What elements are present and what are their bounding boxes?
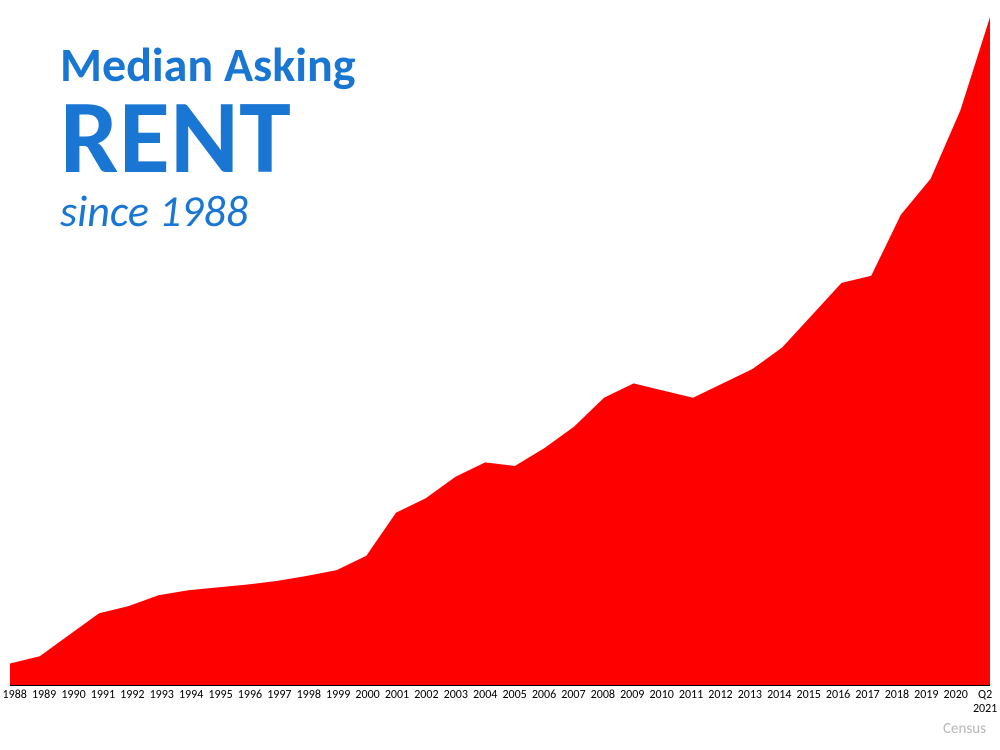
x-tick-label: 2008 — [588, 689, 617, 717]
x-axis-labels: 1988198919901991199219931994199519961997… — [0, 689, 1000, 717]
x-tick-label: 2006 — [529, 689, 558, 717]
x-tick-label: 2010 — [647, 689, 676, 717]
x-tick-label: 2018 — [882, 689, 911, 717]
x-tick-label: 2002 — [412, 689, 441, 717]
x-tick-label: 2016 — [823, 689, 852, 717]
x-tick-label: 2011 — [676, 689, 705, 717]
x-tick-label: 1995 — [206, 689, 235, 717]
x-tick-label: 2019 — [912, 689, 941, 717]
x-tick-label: 1991 — [88, 689, 117, 717]
x-tick-label: 1992 — [118, 689, 147, 717]
x-tick-label: 1999 — [323, 689, 352, 717]
x-tick-label: 2015 — [794, 689, 823, 717]
x-tick-label: 2014 — [765, 689, 794, 717]
title-line-2: RENT — [60, 82, 356, 191]
title-line-3: since 1988 — [60, 188, 356, 234]
x-tick-label: 1989 — [29, 689, 58, 717]
x-tick-label: 1990 — [59, 689, 88, 717]
x-tick-label: 2007 — [559, 689, 588, 717]
x-tick-label: 1993 — [147, 689, 176, 717]
x-tick-label: Q2 2021 — [970, 689, 999, 717]
x-tick-label: 2005 — [500, 689, 529, 717]
x-tick-label: 2012 — [706, 689, 735, 717]
source-label: Census — [943, 720, 986, 738]
x-tick-label: 2017 — [853, 689, 882, 717]
x-tick-label: 1997 — [265, 689, 294, 717]
x-tick-label: 2001 — [382, 689, 411, 717]
x-tick-label: 2020 — [941, 689, 970, 717]
x-tick-label: 2003 — [441, 689, 470, 717]
chart-title: Median Asking RENT since 1988 — [60, 40, 356, 234]
x-tick-label: 1996 — [235, 689, 264, 717]
x-tick-label: 1998 — [294, 689, 323, 717]
chart-container: Median Asking RENT since 1988 1988198919… — [0, 0, 1000, 750]
x-tick-label: 2009 — [618, 689, 647, 717]
x-tick-label: 2004 — [471, 689, 500, 717]
x-tick-label: 2013 — [735, 689, 764, 717]
x-tick-label: 1988 — [0, 689, 29, 717]
x-tick-label: 1994 — [176, 689, 205, 717]
x-tick-label: 2000 — [353, 689, 382, 717]
